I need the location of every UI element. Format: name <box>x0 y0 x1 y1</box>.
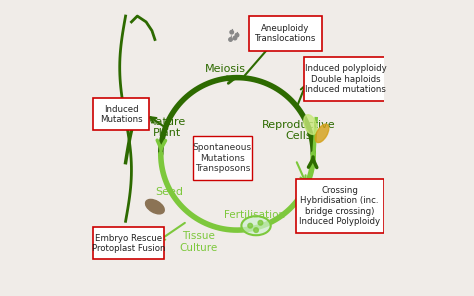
Ellipse shape <box>241 216 271 235</box>
Circle shape <box>230 30 234 34</box>
Circle shape <box>229 38 232 41</box>
FancyBboxPatch shape <box>93 227 164 259</box>
Circle shape <box>235 33 239 37</box>
Ellipse shape <box>146 200 164 214</box>
Circle shape <box>233 36 237 40</box>
Text: Induced polyploidy
Double haploids
Induced mutations: Induced polyploidy Double haploids Induc… <box>305 64 386 94</box>
Ellipse shape <box>304 115 317 134</box>
Text: Embryo Rescue
Protoplast Fusion: Embryo Rescue Protoplast Fusion <box>92 234 165 253</box>
FancyBboxPatch shape <box>304 57 386 101</box>
Text: Meiosis: Meiosis <box>205 64 246 74</box>
Text: Tissue
Culture: Tissue Culture <box>180 231 218 252</box>
Text: Aneuploidy
Translocations: Aneuploidy Translocations <box>255 24 316 43</box>
FancyBboxPatch shape <box>296 179 383 233</box>
Circle shape <box>254 228 258 232</box>
FancyBboxPatch shape <box>93 98 149 131</box>
Text: Reproductive
Cells: Reproductive Cells <box>262 120 336 141</box>
Circle shape <box>248 223 253 228</box>
Text: Mature
Plant: Mature Plant <box>147 117 186 138</box>
Circle shape <box>258 221 263 225</box>
Text: Induced
Mutations: Induced Mutations <box>100 104 143 124</box>
FancyBboxPatch shape <box>249 16 322 51</box>
Ellipse shape <box>315 124 329 143</box>
Text: Seed: Seed <box>155 187 183 197</box>
Text: Spontaneous
Mutations
Transposons: Spontaneous Mutations Transposons <box>193 143 252 173</box>
FancyBboxPatch shape <box>193 136 252 180</box>
Text: Crossing
Hybridisation (inc.
bridge crossing)
Induced Polyploidy: Crossing Hybridisation (inc. bridge cros… <box>299 186 380 226</box>
Text: Fertilisation: Fertilisation <box>224 210 285 221</box>
